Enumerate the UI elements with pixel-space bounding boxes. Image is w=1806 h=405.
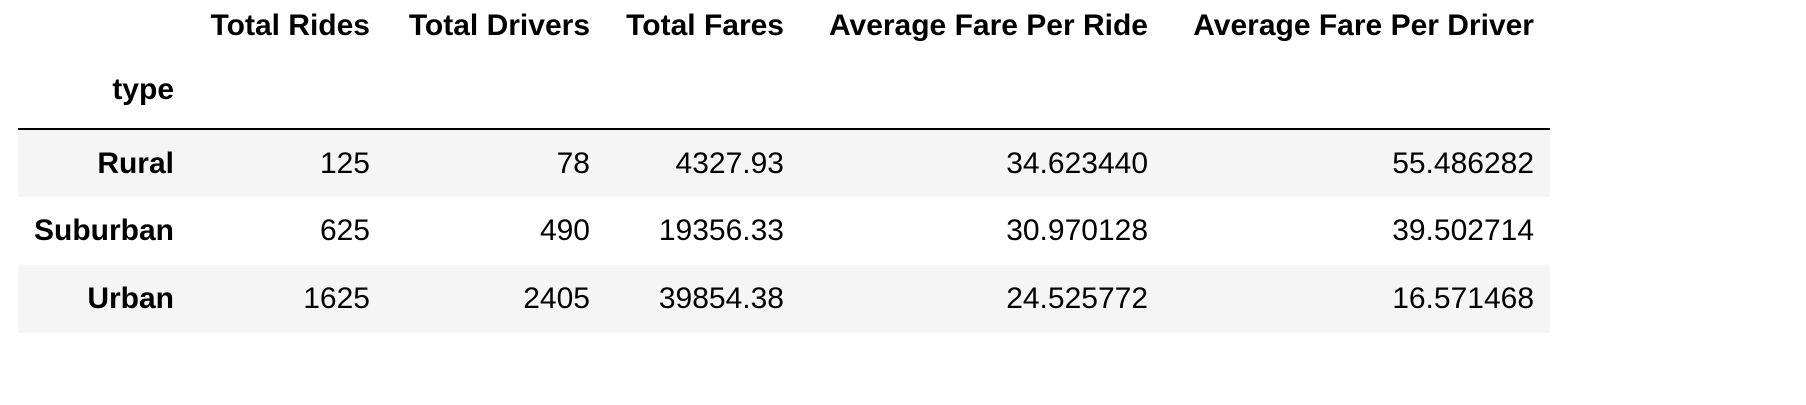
- cell-total-fares: 19356.33: [658, 214, 784, 247]
- corner-cell: [18, 0, 190, 52]
- dataframe-output: Total Rides Total Drivers Total Fares Av…: [18, 0, 1550, 333]
- cell-total-rides: 625: [319, 214, 370, 247]
- index-name-filler: [800, 52, 1164, 130]
- row-label: Urban: [87, 282, 174, 315]
- table-row: Suburban 625 490 19356.33 30.970128 39.5…: [18, 197, 1550, 265]
- index-name-row: type: [18, 52, 1550, 130]
- cell-total-rides: 125: [319, 146, 370, 180]
- cell-average-fare-per-ride: 24.525772: [1006, 282, 1148, 315]
- column-header-total-fares: Total Fares: [626, 9, 784, 42]
- index-name: type: [18, 52, 190, 130]
- column-header-row: Total Rides Total Drivers Total Fares Av…: [18, 0, 1550, 52]
- index-name-filler: [1164, 52, 1550, 130]
- row-label: Rural: [97, 146, 174, 180]
- cell-average-fare-per-driver: 55.486282: [1392, 146, 1534, 180]
- column-header-average-fare-per-ride: Average Fare Per Ride: [828, 9, 1148, 42]
- table-row: Rural 125 78 4327.93 34.623440 55.486282: [18, 129, 1550, 197]
- cell-average-fare-per-ride: 30.970128: [1006, 214, 1148, 247]
- cell-average-fare-per-driver: 39.502714: [1392, 214, 1534, 247]
- cell-total-drivers: 2405: [523, 282, 590, 315]
- summary-table: Total Rides Total Drivers Total Fares Av…: [18, 0, 1550, 333]
- table-row: Urban 1625 2405 39854.38 24.525772 16.57…: [18, 265, 1550, 333]
- row-label: Suburban: [34, 214, 174, 247]
- cell-total-drivers: 490: [539, 214, 590, 247]
- column-header-total-drivers: Total Drivers: [408, 9, 590, 42]
- cell-average-fare-per-driver: 16.571468: [1392, 282, 1534, 315]
- column-header-total-rides: Total Rides: [210, 9, 370, 42]
- column-header-average-fare-per-driver: Average Fare Per Driver: [1193, 9, 1534, 42]
- cell-total-fares: 39854.38: [658, 282, 784, 315]
- index-name-filler: [386, 52, 606, 130]
- cell-total-drivers: 78: [556, 146, 590, 180]
- cell-average-fare-per-ride: 34.623440: [1006, 146, 1148, 180]
- index-name-filler: [606, 52, 800, 130]
- cell-total-rides: 1625: [303, 282, 370, 315]
- cell-total-fares: 4327.93: [675, 146, 784, 180]
- index-name-filler: [190, 52, 386, 130]
